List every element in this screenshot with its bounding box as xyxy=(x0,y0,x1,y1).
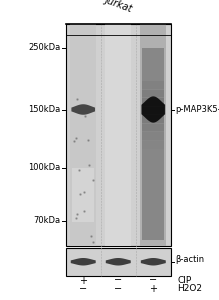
FancyBboxPatch shape xyxy=(142,124,164,131)
Text: H2O2: H2O2 xyxy=(177,284,202,293)
Text: 250kDa: 250kDa xyxy=(28,44,60,52)
Text: −: − xyxy=(114,275,122,286)
Polygon shape xyxy=(71,258,96,266)
Text: 100kDa: 100kDa xyxy=(28,164,60,172)
FancyBboxPatch shape xyxy=(142,90,164,97)
FancyBboxPatch shape xyxy=(142,98,164,106)
FancyBboxPatch shape xyxy=(142,107,164,114)
Text: −: − xyxy=(79,284,87,294)
Polygon shape xyxy=(141,258,166,266)
FancyBboxPatch shape xyxy=(140,24,166,246)
Polygon shape xyxy=(71,104,95,115)
FancyBboxPatch shape xyxy=(72,168,94,222)
Polygon shape xyxy=(106,258,131,266)
FancyBboxPatch shape xyxy=(142,48,164,240)
Text: −: − xyxy=(149,275,157,286)
Text: Jurkat: Jurkat xyxy=(103,0,133,14)
FancyBboxPatch shape xyxy=(142,115,164,123)
FancyBboxPatch shape xyxy=(66,24,171,246)
Text: 150kDa: 150kDa xyxy=(28,105,60,114)
Text: CIP: CIP xyxy=(177,276,192,285)
FancyBboxPatch shape xyxy=(66,248,171,276)
FancyBboxPatch shape xyxy=(105,24,131,246)
FancyBboxPatch shape xyxy=(70,24,96,246)
Text: +: + xyxy=(79,275,87,286)
Text: β-actin: β-actin xyxy=(175,255,204,264)
Text: p-MAP3K5-S967: p-MAP3K5-S967 xyxy=(175,105,219,114)
Polygon shape xyxy=(141,96,165,123)
Text: −: − xyxy=(114,284,122,294)
Text: 70kDa: 70kDa xyxy=(33,216,60,225)
Text: +: + xyxy=(149,284,157,294)
FancyBboxPatch shape xyxy=(142,81,164,88)
